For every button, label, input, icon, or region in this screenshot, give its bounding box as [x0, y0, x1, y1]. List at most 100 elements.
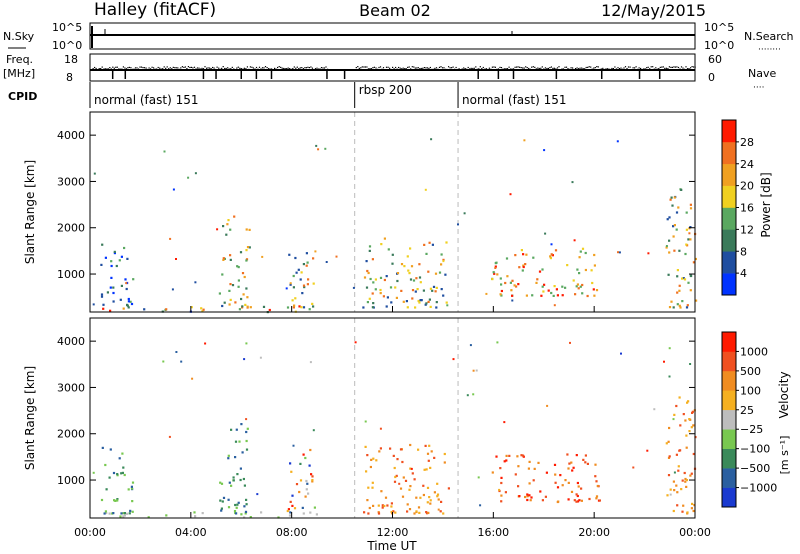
range-cell — [246, 427, 249, 430]
nave-dot — [452, 66, 454, 68]
range-cell — [677, 469, 680, 472]
range-cell — [503, 460, 506, 463]
nave-dot — [555, 68, 557, 70]
range-cell — [691, 410, 694, 413]
nave-dot — [268, 68, 270, 70]
velocity-panel: 1000 2000 3000 4000 00:00 04:00 08:00 12:00 16:… — [23, 306, 791, 553]
range-cell — [555, 288, 558, 291]
range-cell — [496, 273, 499, 276]
nave-dot — [581, 67, 583, 69]
nave-dot — [372, 67, 374, 69]
nave-dot — [688, 68, 690, 70]
range-cell — [520, 249, 523, 252]
range-cell — [190, 306, 193, 309]
range-cell — [230, 428, 233, 431]
colorbar-tick-label: 24 — [740, 158, 754, 171]
range-cell — [556, 294, 559, 297]
colorbar-swatch — [722, 468, 736, 488]
nave-dot — [605, 68, 607, 70]
cpid-label: CPID — [8, 90, 37, 103]
range-cell — [578, 256, 581, 259]
nave-dot — [162, 68, 164, 70]
range-cell — [118, 259, 121, 262]
nave-dot — [584, 68, 586, 70]
range-cell — [129, 300, 132, 303]
range-cell — [394, 475, 397, 479]
range-cell — [310, 473, 313, 476]
range-cell — [227, 498, 230, 501]
range-cell — [684, 419, 687, 422]
range-cell — [419, 299, 422, 302]
nave-dot — [165, 67, 167, 69]
nave-dot — [307, 66, 309, 68]
range-cell — [175, 351, 178, 353]
range-cell — [677, 465, 680, 468]
range-cell — [307, 492, 310, 495]
nave-dot — [600, 68, 602, 70]
range-cell — [315, 513, 318, 516]
colorbar-tick-label: 25 — [740, 404, 754, 417]
nave-dot — [375, 67, 377, 69]
nave-dot — [632, 67, 634, 69]
range-cell — [370, 458, 373, 461]
range-cell — [204, 342, 207, 345]
colorbar-tick-label: 20 — [740, 180, 754, 193]
nave-dot — [428, 67, 430, 69]
nave-dot — [175, 67, 177, 69]
range-cell — [311, 475, 314, 478]
y-tick-label: 2000 — [57, 222, 85, 235]
nave-dot — [384, 69, 386, 71]
power-ylabel: Slant Range [km] — [23, 160, 37, 264]
nave-dot — [257, 68, 259, 70]
range-cell — [668, 375, 671, 378]
nave-dot — [260, 68, 262, 70]
range-cell — [408, 508, 412, 511]
range-cell — [424, 444, 427, 447]
range-cell — [579, 250, 582, 253]
range-cell — [409, 467, 412, 470]
range-cell — [437, 508, 440, 511]
range-cell — [406, 306, 409, 309]
range-cell — [180, 360, 183, 363]
nave-dot — [602, 67, 604, 69]
range-cell — [682, 277, 685, 280]
range-cell — [123, 514, 126, 517]
nave-dot — [293, 66, 295, 68]
range-cell — [295, 271, 298, 274]
range-cell — [687, 400, 690, 403]
range-cell — [227, 219, 230, 222]
range-cell — [689, 238, 692, 241]
nave-dot — [370, 68, 372, 70]
nave-dot — [496, 68, 498, 70]
nave-dot — [304, 67, 306, 69]
range-cell — [417, 506, 421, 509]
range-cell — [121, 471, 124, 474]
range-cell — [390, 510, 393, 514]
range-cell — [364, 420, 367, 423]
nave-dot — [202, 68, 205, 70]
range-cell — [226, 223, 229, 226]
nave-dot — [671, 66, 673, 68]
nave-dot — [284, 68, 286, 70]
nave-dot — [316, 67, 318, 69]
nave-dot — [277, 66, 279, 69]
nave-dot — [177, 67, 179, 69]
range-cell — [292, 274, 295, 278]
range-cell — [227, 506, 231, 509]
cpid-strip: CPID normal (fast) 151 rbsp 200 normal (fa… — [8, 82, 567, 108]
range-cell — [103, 512, 106, 515]
nave-dot — [620, 67, 622, 69]
range-cell — [584, 251, 587, 255]
range-cell — [246, 296, 249, 299]
range-cell — [303, 286, 306, 289]
nave-dot — [562, 68, 565, 70]
range-cell — [407, 269, 410, 272]
range-cell — [308, 464, 311, 467]
range-cell — [584, 268, 587, 272]
nave-dot — [171, 68, 173, 70]
range-cell — [216, 228, 219, 231]
range-cell — [200, 307, 203, 310]
range-cell — [368, 506, 371, 510]
range-cell — [526, 493, 529, 496]
range-cell — [229, 228, 232, 231]
